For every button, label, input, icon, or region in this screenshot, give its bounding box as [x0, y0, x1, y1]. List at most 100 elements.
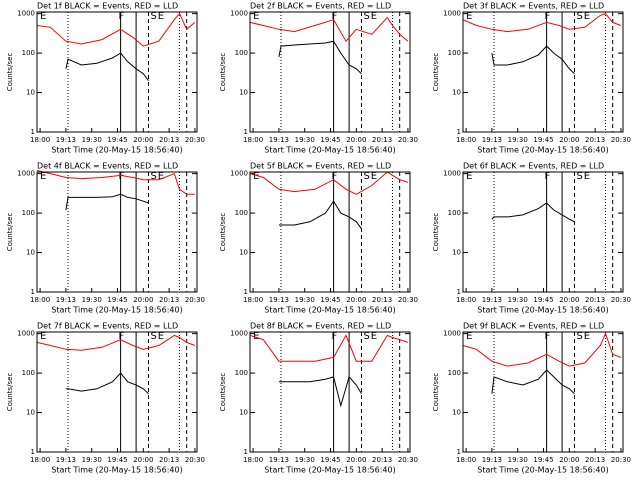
event-letter: F — [119, 11, 125, 22]
plot-frame — [462, 171, 624, 293]
x-tick-label: 19:13 — [269, 136, 289, 144]
plot-frame — [36, 11, 198, 133]
x-tick-label: 19:45 — [320, 456, 340, 464]
plot-frame — [249, 11, 411, 133]
y-tick-label: 10 — [239, 409, 248, 417]
x-tick-label: 19:45 — [533, 456, 553, 464]
plot-frame — [36, 331, 198, 453]
x-tick-label: 18:00 — [243, 456, 263, 464]
x-tick-label: 20:30 — [611, 456, 631, 464]
data-line — [462, 13, 622, 33]
x-tick-label: 20:00 — [346, 456, 366, 464]
x-tick-label: 19:13 — [269, 456, 289, 464]
data-line — [65, 372, 149, 395]
event-letter: F — [545, 11, 551, 22]
event-letter: E — [466, 331, 472, 342]
chart-title: Det 2f BLACK = Events, RED = LLD — [250, 2, 391, 11]
y-tick-label: 100 — [22, 49, 35, 57]
y-axis-label: Counts/sec — [219, 213, 227, 252]
y-tick-label: 1 — [244, 448, 248, 456]
event-letter: E — [371, 11, 377, 22]
data-line — [491, 202, 575, 223]
event-letter: E — [371, 171, 377, 182]
y-tick-label: 10 — [452, 89, 461, 97]
x-tick-label: 18:00 — [30, 456, 50, 464]
x-tick-label: 19:13 — [269, 296, 289, 304]
chart-title: Det 1f BLACK = Events, RED = LLD — [37, 2, 178, 11]
event-letter: E — [158, 331, 164, 342]
event-letter: E — [158, 171, 164, 182]
x-tick-label: 19:30 — [295, 296, 315, 304]
x-tick-label: 18:00 — [243, 136, 263, 144]
x-tick-label: 20:00 — [559, 296, 579, 304]
data-line — [278, 40, 362, 75]
chart-title: Det 6f BLACK = Events, RED = LLD — [463, 162, 604, 171]
data-line — [36, 12, 196, 47]
event-letter: E — [371, 331, 377, 342]
data-line — [249, 16, 409, 43]
x-tick-label: 19:13 — [56, 296, 76, 304]
y-tick-label: 1000 — [17, 10, 35, 18]
y-axis-label: Counts/sec — [6, 373, 14, 412]
event-letter: S — [364, 11, 370, 22]
data-line — [491, 45, 575, 75]
y-tick-label: 10 — [239, 249, 248, 257]
x-tick-label: 19:13 — [56, 136, 76, 144]
y-axis-label: Counts/sec — [219, 53, 227, 92]
y-tick-label: 10 — [239, 89, 248, 97]
x-axis-label: Start Time (20-May-15 18:56:40) — [477, 306, 608, 315]
y-tick-label: 10 — [452, 249, 461, 257]
y-tick-label: 100 — [22, 369, 35, 377]
event-letter: S — [577, 11, 583, 22]
data-line — [462, 332, 622, 367]
data-line — [249, 334, 409, 362]
plot-frame — [249, 171, 411, 293]
x-axis-label: Start Time (20-May-15 18:56:40) — [51, 146, 182, 155]
plot-frame — [249, 331, 411, 453]
data-line — [65, 52, 149, 81]
event-letter: S — [151, 171, 157, 182]
event-letter: E — [584, 171, 590, 182]
y-tick-label: 100 — [448, 209, 461, 217]
x-tick-label: 20:00 — [133, 296, 153, 304]
y-tick-label: 1000 — [17, 330, 35, 338]
y-tick-label: 100 — [235, 369, 248, 377]
event-letter: S — [364, 171, 370, 182]
x-tick-label: 20:30 — [611, 296, 631, 304]
x-tick-label: 18:00 — [30, 136, 50, 144]
event-letter: E — [253, 11, 259, 22]
x-tick-label: 20:30 — [185, 296, 205, 304]
data-line — [249, 171, 409, 195]
y-tick-label: 1000 — [230, 10, 248, 18]
y-tick-label: 10 — [452, 409, 461, 417]
y-tick-label: 100 — [235, 49, 248, 57]
x-tick-label: 20:00 — [346, 136, 366, 144]
x-tick-label: 19:45 — [107, 456, 127, 464]
x-tick-label: 19:30 — [508, 296, 528, 304]
x-tick-label: 20:30 — [398, 296, 418, 304]
event-letter: F — [332, 171, 338, 182]
x-tick-label: 20:13 — [372, 456, 392, 464]
x-tick-label: 18:00 — [456, 296, 476, 304]
x-axis-label: Start Time (20-May-15 18:56:40) — [477, 146, 608, 155]
x-tick-label: 20:30 — [398, 456, 418, 464]
x-tick-label: 20:00 — [346, 296, 366, 304]
x-tick-label: 20:13 — [585, 456, 605, 464]
event-letter: S — [577, 171, 583, 182]
x-tick-label: 19:45 — [107, 296, 127, 304]
x-tick-label: 19:30 — [82, 136, 102, 144]
event-letter: S — [364, 331, 370, 342]
x-axis-label: Start Time (20-May-15 18:56:40) — [51, 306, 182, 315]
y-tick-label: 1 — [31, 448, 35, 456]
y-axis-label: Counts/sec — [6, 53, 14, 92]
x-tick-label: 20:13 — [159, 136, 179, 144]
x-tick-label: 19:13 — [482, 136, 502, 144]
chart-title: Det 7f BLACK = Events, RED = LLD — [37, 322, 178, 331]
event-letter: S — [151, 11, 157, 22]
y-axis-label: Counts/sec — [432, 213, 440, 252]
y-tick-label: 100 — [448, 369, 461, 377]
x-tick-label: 18:00 — [30, 296, 50, 304]
event-letter: E — [40, 171, 46, 182]
x-tick-label: 19:45 — [320, 136, 340, 144]
